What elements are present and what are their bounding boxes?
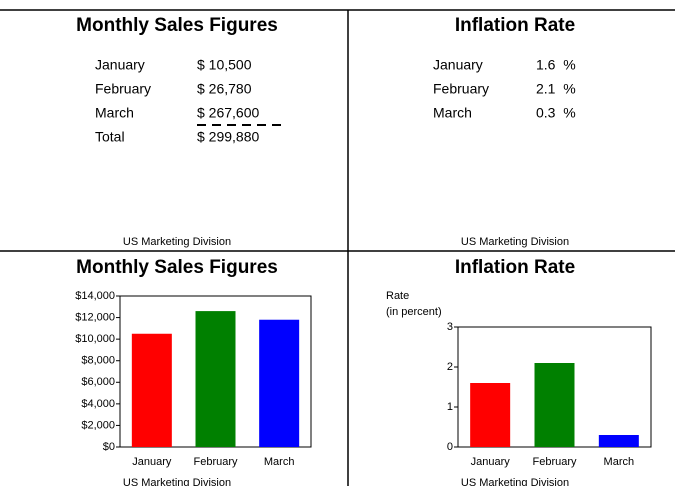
y-tick-label: $6,000 bbox=[81, 376, 115, 388]
y-tick-label: $4,000 bbox=[81, 398, 115, 410]
x-tick-label: January bbox=[132, 456, 172, 468]
y-tick-label: $2,000 bbox=[81, 419, 115, 431]
y-tick-label: 3 bbox=[447, 321, 453, 333]
row-label: March bbox=[433, 105, 472, 121]
x-tick-label: March bbox=[264, 456, 295, 468]
y-tick-label: $0 bbox=[103, 441, 115, 453]
bar bbox=[598, 435, 639, 447]
x-tick-label: February bbox=[193, 456, 238, 468]
x-tick-label: February bbox=[532, 456, 577, 468]
footnote: US Marketing Division bbox=[123, 236, 231, 248]
row-value: 0.3 % bbox=[536, 105, 576, 121]
footnote: US Marketing Division bbox=[461, 477, 569, 486]
row-label: January bbox=[95, 57, 145, 73]
bar bbox=[259, 319, 300, 447]
row-value: $ 299,880 bbox=[197, 129, 259, 145]
row-label: Total bbox=[95, 129, 125, 145]
row-label: January bbox=[433, 57, 483, 73]
bar bbox=[131, 333, 172, 447]
y-tick-label: $12,000 bbox=[75, 311, 115, 323]
x-tick-label: March bbox=[604, 456, 635, 468]
y-tick-label: 2 bbox=[447, 361, 453, 373]
x-tick-label: January bbox=[471, 456, 511, 468]
bar bbox=[534, 363, 575, 447]
row-value: $ 267,600 bbox=[197, 105, 259, 121]
row-label: February bbox=[95, 81, 151, 97]
y-tick-label: $14,000 bbox=[75, 290, 115, 302]
y-axis-label: Rate bbox=[386, 290, 409, 302]
bar bbox=[195, 311, 236, 447]
y-tick-label: 0 bbox=[447, 441, 453, 453]
chart-title: Monthly Sales Figures bbox=[76, 257, 278, 278]
y-tick-label: $8,000 bbox=[81, 355, 115, 367]
row-value: 2.1 % bbox=[536, 81, 576, 97]
row-label: March bbox=[95, 105, 134, 121]
chart-title: Inflation Rate bbox=[455, 257, 575, 278]
table-title: Monthly Sales Figures bbox=[76, 15, 278, 36]
row-value: $ 10,500 bbox=[197, 57, 252, 73]
bar bbox=[470, 383, 511, 447]
row-value: $ 26,780 bbox=[197, 81, 252, 97]
row-value: 1.6 % bbox=[536, 57, 576, 73]
table-title: Inflation Rate bbox=[455, 15, 575, 36]
footnote: US Marketing Division bbox=[123, 477, 231, 486]
row-label: February bbox=[433, 81, 489, 97]
y-axis-label: (in percent) bbox=[386, 306, 442, 318]
footnote: US Marketing Division bbox=[461, 236, 569, 248]
y-tick-label: 1 bbox=[447, 401, 453, 413]
y-tick-label: $10,000 bbox=[75, 333, 115, 345]
